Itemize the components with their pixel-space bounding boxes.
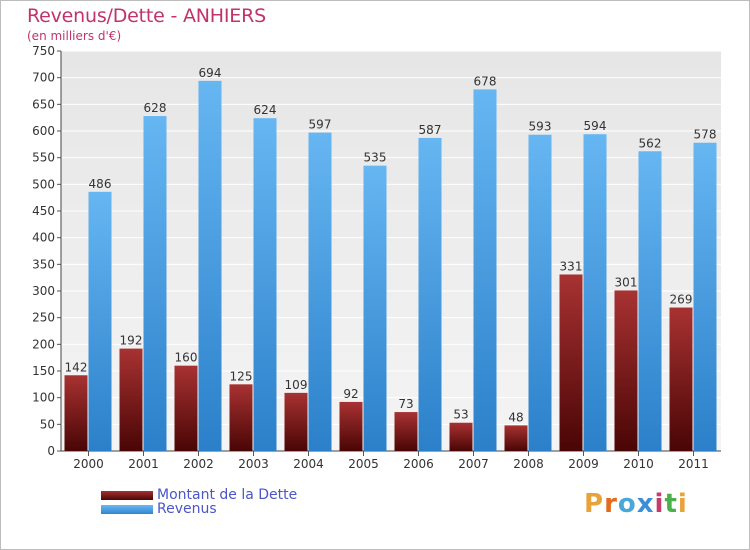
bar-revenus [418,137,442,451]
legend-item-dette: Montant de la Dette [101,487,298,503]
y-tick-label: 150 [32,364,55,378]
y-tick-label: 50 [40,417,55,431]
data-label-revenus: 694 [199,66,222,80]
data-label-revenus: 578 [694,128,717,142]
data-label-revenus: 597 [309,118,332,132]
data-label-dette: 92 [343,387,358,401]
data-label-revenus: 624 [254,103,277,117]
data-label-dette: 301 [615,275,638,289]
bar-dette [669,307,693,451]
y-tick-label: 500 [32,177,55,191]
data-label-dette: 48 [508,410,523,424]
bar-dette [174,365,198,451]
bar-revenus [198,80,222,451]
logo-letter: i [677,489,688,519]
x-tick-label: 2001 [128,457,159,471]
bar-revenus [143,116,167,452]
x-tick-label: 2011 [678,457,709,471]
data-label-revenus: 486 [89,177,112,191]
bar-dette [504,425,528,451]
y-tick-label: 450 [32,204,55,218]
y-tick-label: 550 [32,151,55,165]
bar-revenus [363,165,387,451]
data-label-dette: 160 [175,351,198,365]
data-label-revenus: 593 [529,120,552,134]
bar-dette [229,384,253,451]
bar-dette [614,290,638,451]
data-label-dette: 142 [65,360,88,374]
data-label-dette: 192 [120,334,143,348]
logo-letter: t [664,489,678,519]
bar-revenus [88,191,112,452]
bar-dette [284,392,308,451]
chart-subtitle: (en milliers d'€) [27,29,122,43]
bar-revenus [638,151,662,451]
x-tick-label: 2000 [73,457,104,471]
logo-letter: i [654,489,665,519]
legend-label-dette: Montant de la Dette [157,487,298,503]
plot-area [61,51,721,451]
x-tick-label: 2010 [623,457,654,471]
logo-letter: r [604,489,618,519]
bar-dette [559,274,583,451]
data-label-revenus: 628 [144,101,167,115]
data-label-dette: 109 [285,378,308,392]
logo-letter: P [584,489,605,519]
legend-item-revenus: Revenus [101,501,217,517]
x-tick-label: 2002 [183,457,214,471]
y-tick-label: 700 [32,71,55,85]
legend-label-revenus: Revenus [157,501,217,517]
y-tick-label: 300 [32,284,55,298]
x-tick-label: 2004 [293,457,324,471]
bar-revenus [308,132,332,451]
x-tick-label: 2005 [348,457,379,471]
y-tick-label: 350 [32,257,55,271]
bar-revenus [528,134,552,451]
legend-swatch-revenus [101,504,153,514]
y-tick-label: 750 [32,44,55,58]
y-tick-label: 600 [32,124,55,138]
data-label-dette: 73 [398,397,413,411]
x-tick-label: 2003 [238,457,269,471]
x-tick-label: 2008 [513,457,544,471]
logo-letter: x [636,489,655,519]
bar-dette [64,375,88,451]
bar-dette [394,412,418,451]
y-tick-label: 200 [32,337,55,351]
bar-dette [119,348,143,451]
bar-dette [339,401,363,451]
legend-swatch-dette [101,490,153,500]
data-label-revenus: 587 [419,123,442,137]
x-tick-label: 2009 [568,457,599,471]
data-label-dette: 125 [230,369,253,383]
y-tick-label: 0 [47,444,55,458]
y-tick-label: 650 [32,97,55,111]
bar-revenus [253,118,277,451]
chart-title: Revenus/Dette - ANHIERS [27,5,266,27]
bar-dette [449,422,473,451]
bar-revenus [693,142,717,451]
y-tick-label: 100 [32,391,55,405]
y-tick-label: 250 [32,311,55,325]
x-tick-label: 2006 [403,457,434,471]
data-label-revenus: 535 [364,151,387,165]
x-tick-label: 2007 [458,457,489,471]
proxiti-logo: Proxiti [584,489,688,519]
y-tick-label: 400 [32,231,55,245]
data-label-revenus: 562 [639,136,662,150]
data-label-dette: 53 [453,408,468,422]
data-label-dette: 269 [670,293,693,307]
data-label-revenus: 594 [584,119,607,133]
data-label-revenus: 678 [474,74,497,88]
bar-revenus [473,89,497,452]
bar-revenus [583,134,607,451]
data-label-dette: 331 [560,259,583,273]
logo-letter: o [617,489,637,519]
